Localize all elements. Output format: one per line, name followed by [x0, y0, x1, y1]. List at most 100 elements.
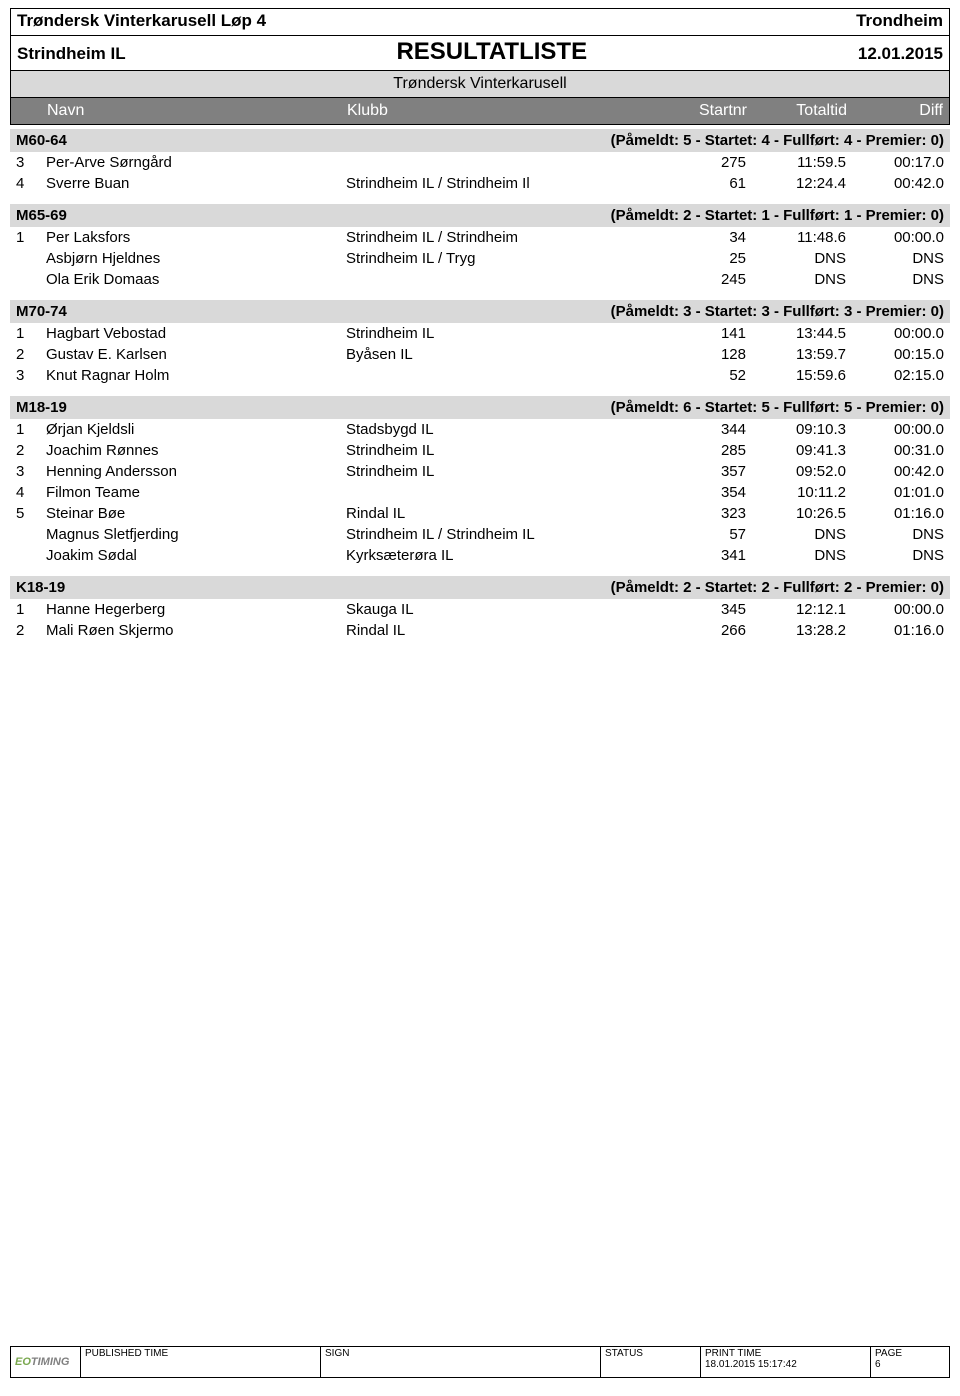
cell-name: Mali Røen Skjermo [46, 622, 346, 639]
cell-startnr: 354 [646, 484, 746, 501]
footer-print: PRINT TIME 18.01.2015 15:17:42 [701, 1347, 871, 1377]
group-summary: (Påmeldt: 5 - Startet: 4 - Fullført: 4 -… [611, 132, 944, 149]
cell-club: Strindheim IL [346, 325, 646, 342]
result-row: 1Hagbart VebostadStrindheim IL14113:44.5… [10, 323, 950, 344]
cell-diff: DNS [846, 250, 944, 267]
cell-startnr: 345 [646, 601, 746, 618]
result-row: 1Per LaksforsStrindheim IL / Strindheim3… [10, 227, 950, 248]
logo-timing: TIMING [31, 1356, 70, 1368]
cell-club [346, 367, 646, 384]
result-row: 2Joachim RønnesStrindheim IL28509:41.300… [10, 440, 950, 461]
group-summary: (Påmeldt: 2 - Startet: 1 - Fullført: 1 -… [611, 207, 944, 224]
print-value: 18.01.2015 15:17:42 [705, 1359, 866, 1370]
cell-diff: 00:31.0 [846, 442, 944, 459]
cell-total: 09:41.3 [746, 442, 846, 459]
cell-diff: 00:42.0 [846, 175, 944, 192]
result-row: Joakim SødalKyrksæterøra IL341DNSDNS [10, 545, 950, 566]
col-klubb: Klubb [347, 102, 647, 120]
series-name: Trøndersk Vinterkarusell [11, 71, 949, 98]
cell-club: Strindheim IL [346, 442, 646, 459]
cell-diff: 00:00.0 [846, 601, 944, 618]
cell-startnr: 25 [646, 250, 746, 267]
cell-name: Gustav E. Karlsen [46, 346, 346, 363]
cell-place: 3 [16, 463, 46, 480]
cell-total: DNS [746, 250, 846, 267]
result-row: Asbjørn HjeldnesStrindheim IL / Tryg25DN… [10, 248, 950, 269]
results-container: M60-64(Påmeldt: 5 - Startet: 4 - Fullfør… [10, 129, 950, 641]
cell-total: 09:10.3 [746, 421, 846, 438]
cell-name: Per-Arve Sørngård [46, 154, 346, 171]
cell-place: 4 [16, 484, 46, 501]
header-row2: Strindheim IL RESULTATLISTE 12.01.2015 [11, 36, 949, 71]
cell-name: Filmon Teame [46, 484, 346, 501]
cell-club: Byåsen IL [346, 346, 646, 363]
cell-diff: 00:17.0 [846, 154, 944, 171]
group-header: M65-69(Påmeldt: 2 - Startet: 1 - Fullfør… [10, 204, 950, 227]
cell-total: 11:59.5 [746, 154, 846, 171]
result-row: Ola Erik Domaas245DNSDNS [10, 269, 950, 290]
col-startnr: Startnr [647, 102, 747, 120]
cell-name: Steinar Bøe [46, 505, 346, 522]
cell-diff: 01:01.0 [846, 484, 944, 501]
cell-startnr: 128 [646, 346, 746, 363]
cell-total: DNS [746, 547, 846, 564]
cell-startnr: 57 [646, 526, 746, 543]
cell-name: Henning Andersson [46, 463, 346, 480]
cell-startnr: 275 [646, 154, 746, 171]
cell-place: 1 [16, 325, 46, 342]
cell-startnr: 357 [646, 463, 746, 480]
cell-club [346, 154, 646, 171]
result-row: 2Gustav E. KarlsenByåsen IL12813:59.700:… [10, 344, 950, 365]
cell-total: 13:28.2 [746, 622, 846, 639]
cell-diff: 00:00.0 [846, 229, 944, 246]
group-name: K18-19 [16, 579, 65, 596]
group-header: M18-19(Påmeldt: 6 - Startet: 5 - Fullfør… [10, 396, 950, 419]
cell-total: 13:44.5 [746, 325, 846, 342]
cell-diff: DNS [846, 547, 944, 564]
cell-total: 09:52.0 [746, 463, 846, 480]
group-summary: (Påmeldt: 2 - Startet: 2 - Fullført: 2 -… [611, 579, 944, 596]
cell-diff: 00:00.0 [846, 421, 944, 438]
organizer: Strindheim IL [17, 44, 126, 64]
col-totaltid: Totaltid [747, 102, 847, 120]
cell-place: 4 [16, 175, 46, 192]
result-row: 5Steinar BøeRindal IL32310:26.501:16.0 [10, 503, 950, 524]
page-value: 6 [875, 1359, 945, 1370]
cell-startnr: 266 [646, 622, 746, 639]
group-header: M70-74(Påmeldt: 3 - Startet: 3 - Fullfør… [10, 300, 950, 323]
cell-place [16, 271, 46, 288]
cell-diff: 00:15.0 [846, 346, 944, 363]
cell-startnr: 52 [646, 367, 746, 384]
group-summary: (Påmeldt: 6 - Startet: 5 - Fullført: 5 -… [611, 399, 944, 416]
result-row: Magnus SletfjerdingStrindheim IL / Strin… [10, 524, 950, 545]
footer-page: PAGE 6 [871, 1347, 949, 1377]
cell-place: 1 [16, 229, 46, 246]
event-date: 12.01.2015 [858, 44, 943, 64]
cell-name: Magnus Sletfjerding [46, 526, 346, 543]
result-row: 3Henning AnderssonStrindheim IL35709:52.… [10, 461, 950, 482]
cell-club: Strindheim IL [346, 463, 646, 480]
footer-box: EOTIMING PUBLISHED TIME SIGN STATUS PRIN… [10, 1346, 950, 1378]
published-label: PUBLISHED TIME [85, 1348, 316, 1359]
cell-diff: 00:42.0 [846, 463, 944, 480]
cell-startnr: 61 [646, 175, 746, 192]
cell-startnr: 344 [646, 421, 746, 438]
cell-diff: DNS [846, 526, 944, 543]
cell-name: Ørjan Kjeldsli [46, 421, 346, 438]
cell-diff: 00:00.0 [846, 325, 944, 342]
cell-startnr: 323 [646, 505, 746, 522]
cell-total: 10:26.5 [746, 505, 846, 522]
result-row: 1Ørjan KjeldsliStadsbygd IL34409:10.300:… [10, 419, 950, 440]
cell-place: 2 [16, 442, 46, 459]
cell-club: Skauga IL [346, 601, 646, 618]
footer-sign: SIGN [321, 1347, 601, 1377]
cell-total: 12:24.4 [746, 175, 846, 192]
cell-name: Per Laksfors [46, 229, 346, 246]
cell-total: DNS [746, 271, 846, 288]
cell-club [346, 271, 646, 288]
status-label: STATUS [605, 1348, 696, 1359]
cell-name: Knut Ragnar Holm [46, 367, 346, 384]
group-header: K18-19 (Påmeldt: 2 - Startet: 2 - Fullfør… [10, 576, 950, 599]
cell-club: Strindheim IL / Tryg [346, 250, 646, 267]
logo: EOTIMING [11, 1347, 81, 1377]
